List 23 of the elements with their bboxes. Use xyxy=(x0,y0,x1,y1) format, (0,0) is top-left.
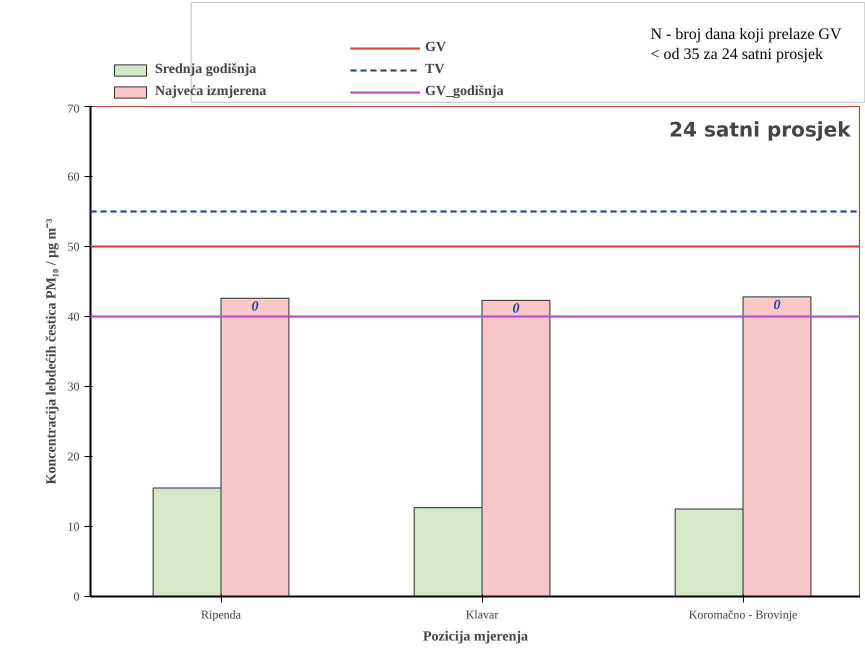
y-tick-label: 60 xyxy=(68,170,80,184)
y-tick-label: 40 xyxy=(68,310,80,324)
annotation: 24 satni prosjek xyxy=(669,118,852,142)
x-tick-label: Klavar xyxy=(466,608,498,622)
y-tick-label: 70 xyxy=(68,102,80,116)
annotation: 0 xyxy=(773,298,780,313)
legend-label: Srednja godišnja xyxy=(155,62,256,78)
annotation: 0 xyxy=(251,299,258,314)
x-tick-label: Ripenda xyxy=(201,608,242,622)
legend-label: Najveća izmjerena xyxy=(155,84,266,100)
x-tick-label: Koromačno - Brovinje xyxy=(688,608,798,622)
legend-label: GV_godišnja xyxy=(425,84,504,100)
annotation: 0 xyxy=(512,301,520,316)
y-axis-title: Koncentracija lebdećih čestica PM₁₀ / μg m⁻³ xyxy=(44,218,60,484)
y-tick-label: 50 xyxy=(68,240,80,254)
y-tick-label: 0 xyxy=(74,590,80,604)
y-tick-label: 30 xyxy=(68,380,80,394)
y-tick-label: 10 xyxy=(68,520,80,534)
legend-label: GV xyxy=(425,40,446,56)
legend-label: TV xyxy=(425,62,445,78)
y-tick-label: 20 xyxy=(68,450,80,464)
x-axis-title: Pozicija mjerenja xyxy=(422,630,528,644)
text: N - broj dana koji prelaze GV < od 35 za 24 satni prosjek xyxy=(650,26,842,64)
